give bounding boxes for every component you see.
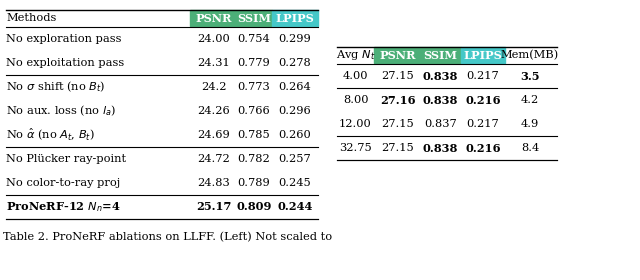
Text: SSIM: SSIM (237, 13, 271, 24)
Text: 24.26: 24.26 (198, 106, 230, 116)
Text: 0.217: 0.217 (467, 119, 499, 129)
Text: LPIPS: LPIPS (276, 13, 314, 24)
Text: 27.15: 27.15 (381, 143, 414, 153)
Text: Avg $N_t$: Avg $N_t$ (336, 48, 375, 62)
Text: 27.16: 27.16 (380, 95, 416, 106)
Text: 0.257: 0.257 (278, 154, 312, 164)
Text: SSIM: SSIM (424, 50, 458, 60)
Text: LPIPS: LPIPS (463, 50, 502, 60)
Bar (272, 10, 318, 26)
Text: 0.837: 0.837 (424, 119, 457, 129)
Text: 24.72: 24.72 (198, 154, 230, 164)
Text: Mem(MB): Mem(MB) (501, 50, 559, 60)
Text: 24.31: 24.31 (198, 58, 230, 68)
Text: No exploitation pass: No exploitation pass (6, 58, 124, 68)
Text: 32.75: 32.75 (339, 143, 372, 153)
Text: 0.216: 0.216 (465, 95, 500, 106)
Text: 0.217: 0.217 (467, 71, 499, 81)
Text: 0.260: 0.260 (278, 130, 312, 140)
Text: 24.2: 24.2 (201, 82, 227, 92)
Text: 0.299: 0.299 (278, 34, 312, 44)
Text: ProNeRF-12 $N_n$=4: ProNeRF-12 $N_n$=4 (6, 200, 120, 214)
Text: 0.838: 0.838 (423, 95, 458, 106)
Text: 24.69: 24.69 (198, 130, 230, 140)
Text: 0.838: 0.838 (423, 71, 458, 81)
Text: 24.00: 24.00 (198, 34, 230, 44)
Text: 4.2: 4.2 (521, 95, 539, 105)
Text: 4.00: 4.00 (343, 71, 368, 81)
Text: 0.278: 0.278 (278, 58, 312, 68)
Text: Methods: Methods (6, 13, 56, 23)
Text: 8.00: 8.00 (343, 95, 368, 105)
Text: 0.785: 0.785 (237, 130, 270, 140)
Text: No color-to-ray proj: No color-to-ray proj (6, 178, 120, 188)
Text: 4.9: 4.9 (521, 119, 539, 129)
Text: 27.15: 27.15 (381, 119, 414, 129)
Text: 0.779: 0.779 (237, 58, 270, 68)
Text: No aux. loss (no $l_a$): No aux. loss (no $l_a$) (6, 104, 116, 118)
Bar (374, 47, 461, 63)
Text: 3.5: 3.5 (520, 71, 540, 81)
Text: 0.789: 0.789 (237, 178, 270, 188)
Text: 0.244: 0.244 (277, 202, 313, 213)
Text: No $\hat{\alpha}$ (no $A_t$, $B_t$): No $\hat{\alpha}$ (no $A_t$, $B_t$) (6, 127, 95, 143)
Text: No exploration pass: No exploration pass (6, 34, 122, 44)
Bar (190, 10, 272, 26)
Text: 12.00: 12.00 (339, 119, 372, 129)
Bar (461, 47, 505, 63)
Text: 0.773: 0.773 (237, 82, 270, 92)
Text: 0.754: 0.754 (237, 34, 270, 44)
Text: 0.766: 0.766 (237, 106, 270, 116)
Text: 0.264: 0.264 (278, 82, 312, 92)
Text: 24.83: 24.83 (198, 178, 230, 188)
Text: 0.782: 0.782 (237, 154, 270, 164)
Text: No Plücker ray-point: No Plücker ray-point (6, 154, 126, 164)
Text: PSNR: PSNR (196, 13, 232, 24)
Text: Table 2. ProNeRF ablations on LLFF. (Left) Not scaled to: Table 2. ProNeRF ablations on LLFF. (Lef… (3, 232, 332, 242)
Text: 0.245: 0.245 (278, 178, 312, 188)
Text: 27.15: 27.15 (381, 71, 414, 81)
Text: 0.809: 0.809 (236, 202, 272, 213)
Text: PSNR: PSNR (380, 50, 416, 60)
Text: 25.17: 25.17 (196, 202, 232, 213)
Text: No $\sigma$ shift (no $B_t$): No $\sigma$ shift (no $B_t$) (6, 80, 106, 94)
Text: 0.296: 0.296 (278, 106, 312, 116)
Text: 8.4: 8.4 (521, 143, 539, 153)
Text: 0.216: 0.216 (465, 143, 500, 153)
Text: 0.838: 0.838 (423, 143, 458, 153)
